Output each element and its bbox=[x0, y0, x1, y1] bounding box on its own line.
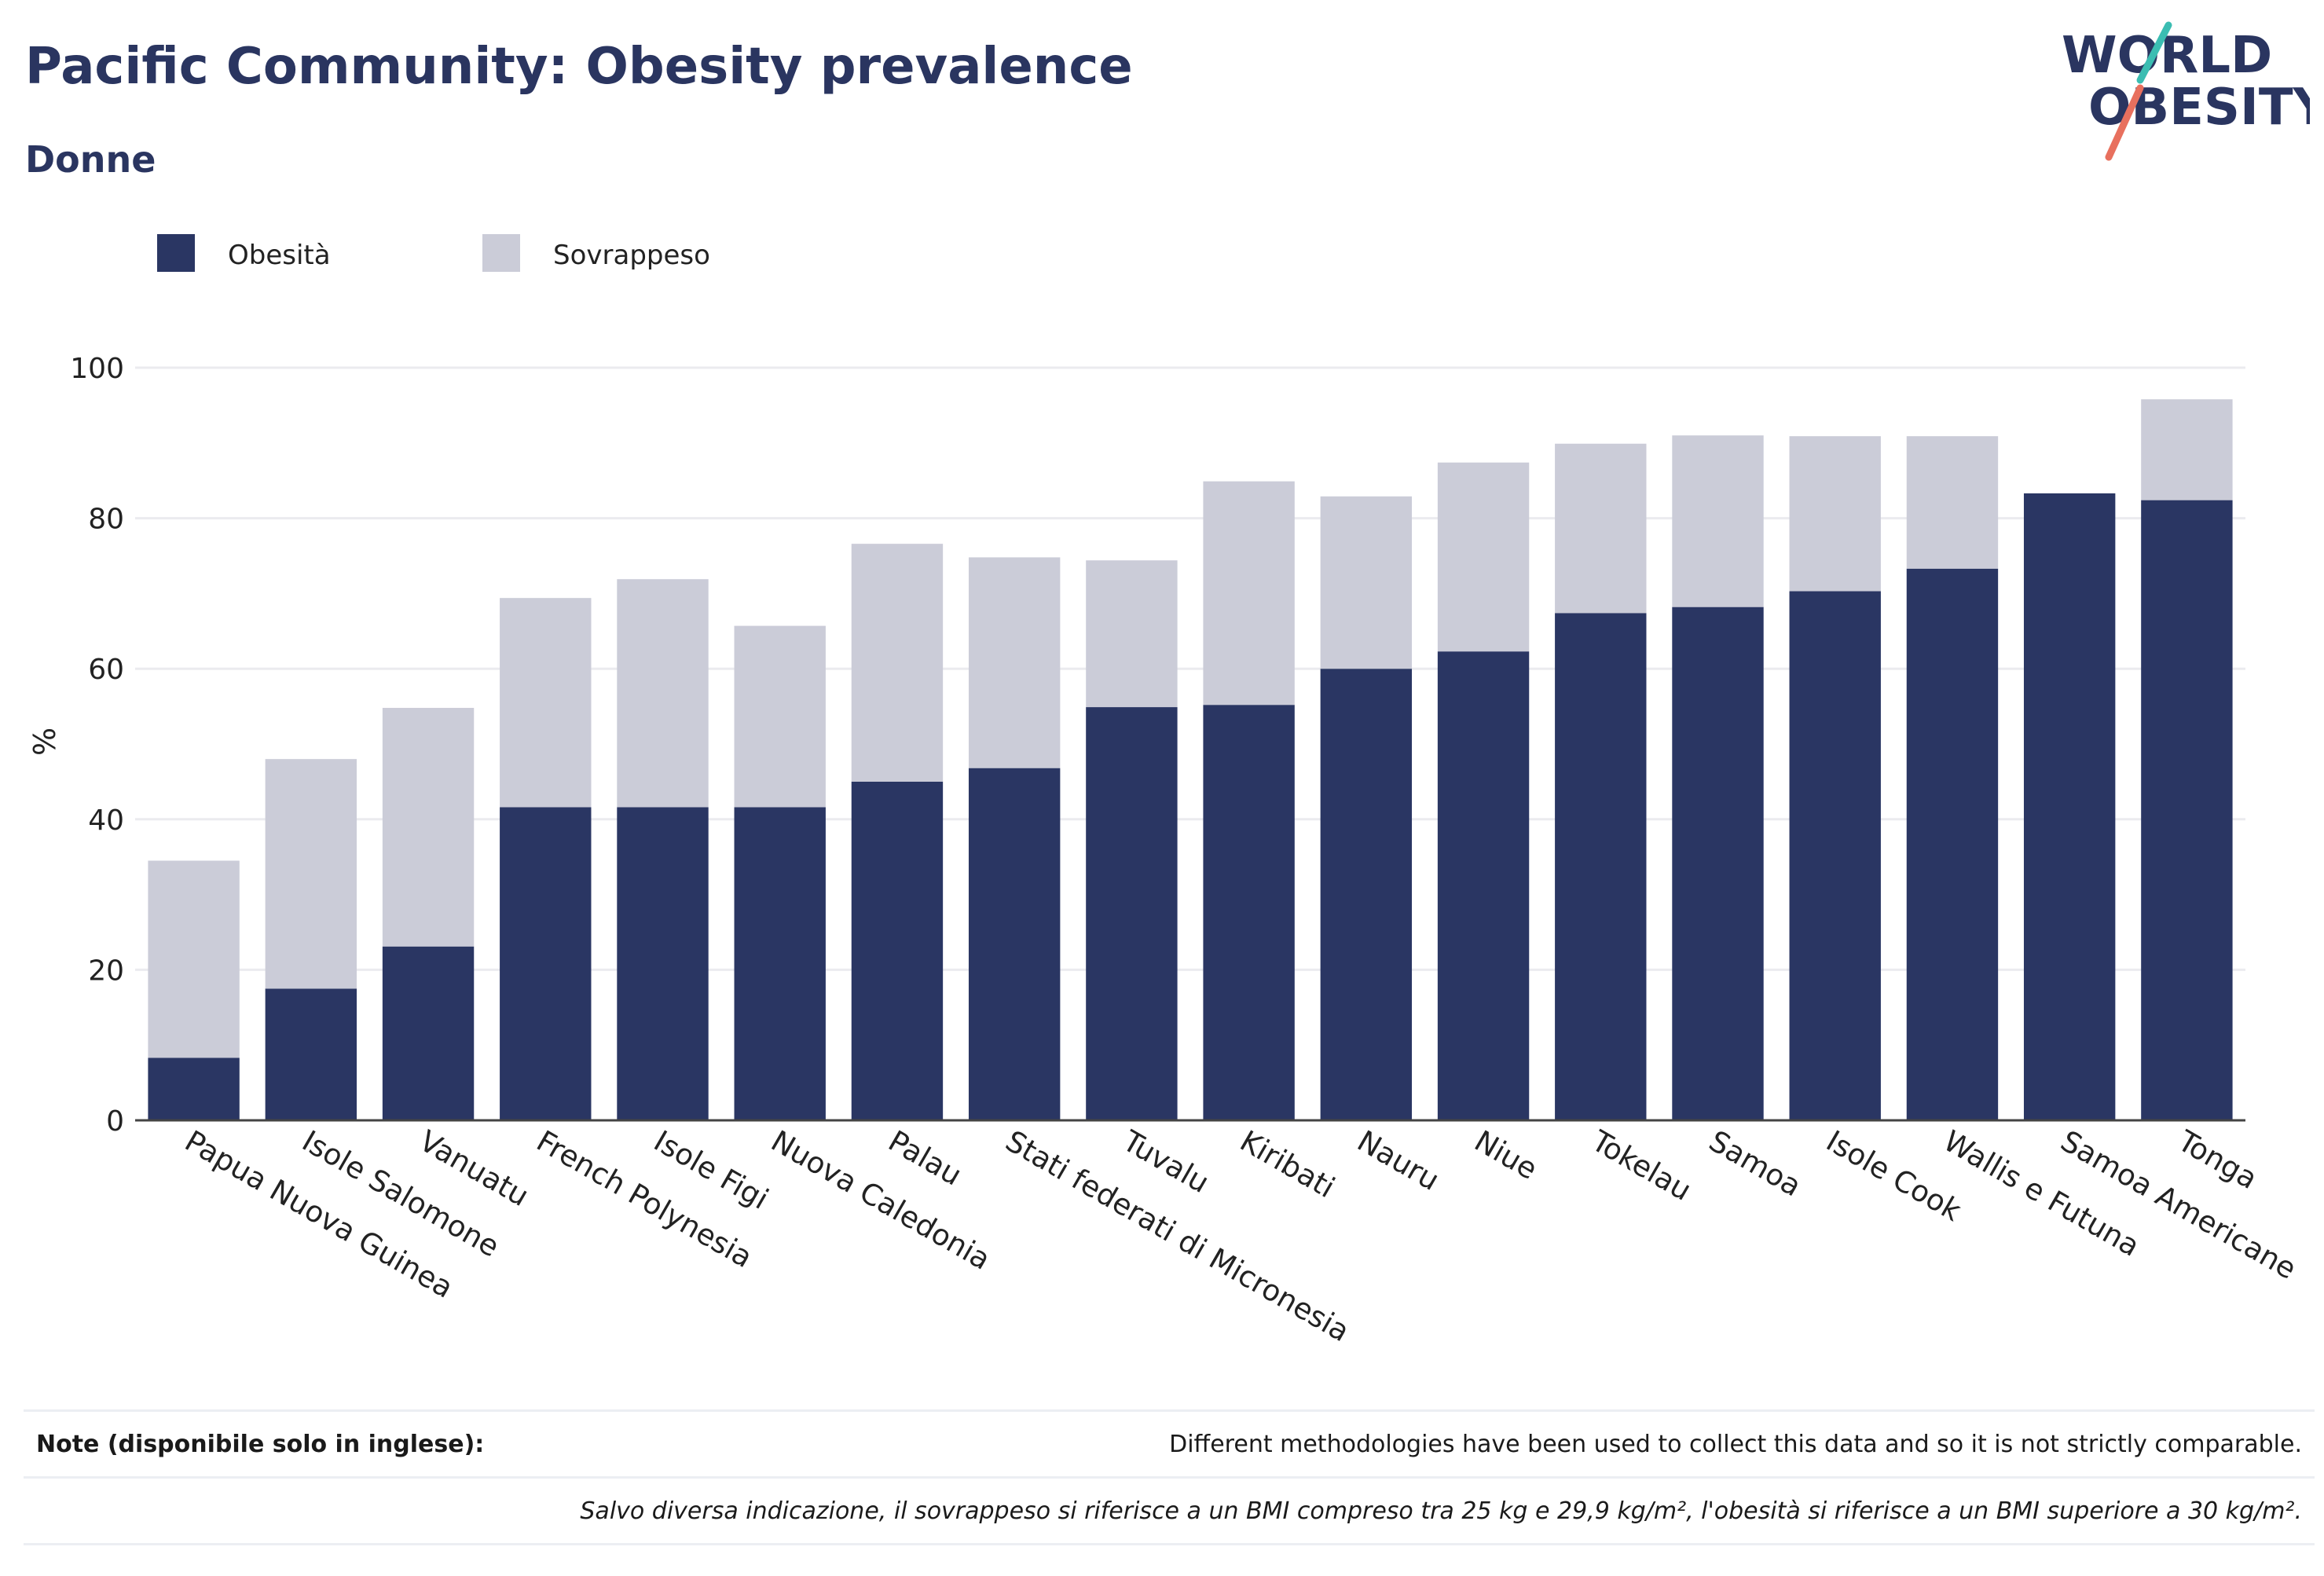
bar-obesity[interactable] bbox=[617, 807, 709, 1120]
bar-overweight[interactable] bbox=[617, 579, 709, 808]
x-tick-label: French Polynesia bbox=[531, 1124, 758, 1275]
legend-label-obesity: Obesità bbox=[228, 240, 331, 271]
note-text: Different methodologies have been used t… bbox=[1169, 1430, 2302, 1458]
bar-overweight[interactable] bbox=[1672, 435, 1764, 607]
bar-overweight[interactable] bbox=[1437, 462, 1530, 652]
chart-title: Pacific Community: Obesity prevalence bbox=[25, 38, 1133, 96]
bar-obesity[interactable] bbox=[1555, 613, 1647, 1120]
x-tick-label: Wallis e Futuna bbox=[1937, 1124, 2145, 1263]
logo-line-1: WORLD bbox=[2062, 27, 2272, 85]
x-tick-label: Nuova Caledonia bbox=[765, 1124, 996, 1277]
bar-overweight[interactable] bbox=[500, 598, 592, 808]
bar-obesity[interactable] bbox=[1203, 705, 1295, 1120]
bar-overweight[interactable] bbox=[2141, 399, 2233, 500]
y-tick-label: 40 bbox=[88, 804, 124, 837]
x-tick-label: Tonga bbox=[2172, 1123, 2263, 1196]
y-tick-label: 60 bbox=[88, 654, 124, 686]
bar-obesity[interactable] bbox=[500, 807, 592, 1120]
x-tick-label: Samoa bbox=[1703, 1124, 1807, 1204]
definition-text: Salvo diversa indicazione, il sovrappeso… bbox=[580, 1497, 2302, 1525]
bar-overweight[interactable] bbox=[148, 860, 240, 1058]
bar-obesity[interactable] bbox=[382, 946, 475, 1120]
bar-overweight[interactable] bbox=[968, 557, 1061, 768]
y-axis-label: % bbox=[27, 728, 62, 756]
y-tick-label: 80 bbox=[88, 504, 124, 536]
x-tick-label: Kiribati bbox=[1234, 1124, 1340, 1205]
legend-swatch-overweight[interactable] bbox=[482, 234, 520, 272]
bar-obesity[interactable] bbox=[968, 768, 1061, 1120]
definition-row: Salvo diversa indicazione, il sovrappeso… bbox=[24, 1476, 2315, 1545]
bar-obesity[interactable] bbox=[1906, 568, 1999, 1120]
legend-label-overweight: Sovrappeso bbox=[553, 240, 710, 271]
y-tick-label: 0 bbox=[106, 1105, 124, 1138]
bar-obesity[interactable] bbox=[1437, 651, 1530, 1120]
logo-teal-slash bbox=[2136, 21, 2172, 84]
y-tick-label: 20 bbox=[88, 955, 124, 987]
bar-overweight[interactable] bbox=[851, 544, 944, 782]
world-obesity-logo: WORLD OBESITY bbox=[2062, 21, 2310, 161]
bar-overweight[interactable] bbox=[1086, 560, 1178, 708]
bar-overweight[interactable] bbox=[734, 625, 826, 808]
bars bbox=[148, 399, 2233, 1120]
legend: Obesità Sovrappeso bbox=[157, 234, 710, 272]
x-tick-label: Niue bbox=[1469, 1124, 1543, 1186]
logo-coral-slash bbox=[2105, 84, 2144, 161]
bar-obesity[interactable] bbox=[265, 988, 357, 1120]
bar-obesity[interactable] bbox=[734, 807, 826, 1120]
gridlines bbox=[135, 366, 2245, 971]
x-tick-label: Palau bbox=[882, 1124, 967, 1193]
bar-overweight[interactable] bbox=[1789, 436, 1881, 592]
bar-overweight[interactable] bbox=[265, 759, 357, 989]
bar-obesity[interactable] bbox=[1672, 607, 1764, 1120]
y-axis-ticks: 0 20 40 60 80 100 bbox=[70, 353, 124, 1138]
bar-obesity[interactable] bbox=[1086, 707, 1178, 1120]
chart-subtitle: Donne bbox=[25, 138, 156, 181]
bar-obesity[interactable] bbox=[148, 1057, 240, 1120]
bar-overweight[interactable] bbox=[382, 708, 475, 947]
x-tick-label: Nauru bbox=[1351, 1124, 1445, 1197]
bar-obesity[interactable] bbox=[2023, 493, 2116, 1120]
bar-overweight[interactable] bbox=[1555, 443, 1647, 614]
bar-overweight[interactable] bbox=[1320, 496, 1413, 669]
x-tick-label: Tokelau bbox=[1585, 1123, 1697, 1208]
legend-swatch-obesity[interactable] bbox=[157, 234, 195, 272]
x-tick-label: Tuvalu bbox=[1116, 1123, 1215, 1200]
notes-panel: Note (disponibile solo in inglese): Diff… bbox=[24, 1409, 2315, 1545]
bar-overweight[interactable] bbox=[1203, 481, 1295, 706]
y-tick-label: 100 bbox=[70, 353, 124, 385]
bar-obesity[interactable] bbox=[851, 781, 944, 1120]
stacked-bar-chart: Obesità Sovrappeso 0 20 40 60 80 100 % Papua … bbox=[27, 234, 2302, 1348]
bar-obesity[interactable] bbox=[1320, 669, 1413, 1120]
bar-overweight[interactable] bbox=[1906, 436, 1999, 569]
bar-obesity[interactable] bbox=[2141, 500, 2233, 1120]
note-row: Note (disponibile solo in inglese): Diff… bbox=[24, 1409, 2315, 1476]
note-label: Note (disponibile solo in inglese): bbox=[36, 1430, 485, 1458]
bar-obesity[interactable] bbox=[1789, 591, 1881, 1120]
